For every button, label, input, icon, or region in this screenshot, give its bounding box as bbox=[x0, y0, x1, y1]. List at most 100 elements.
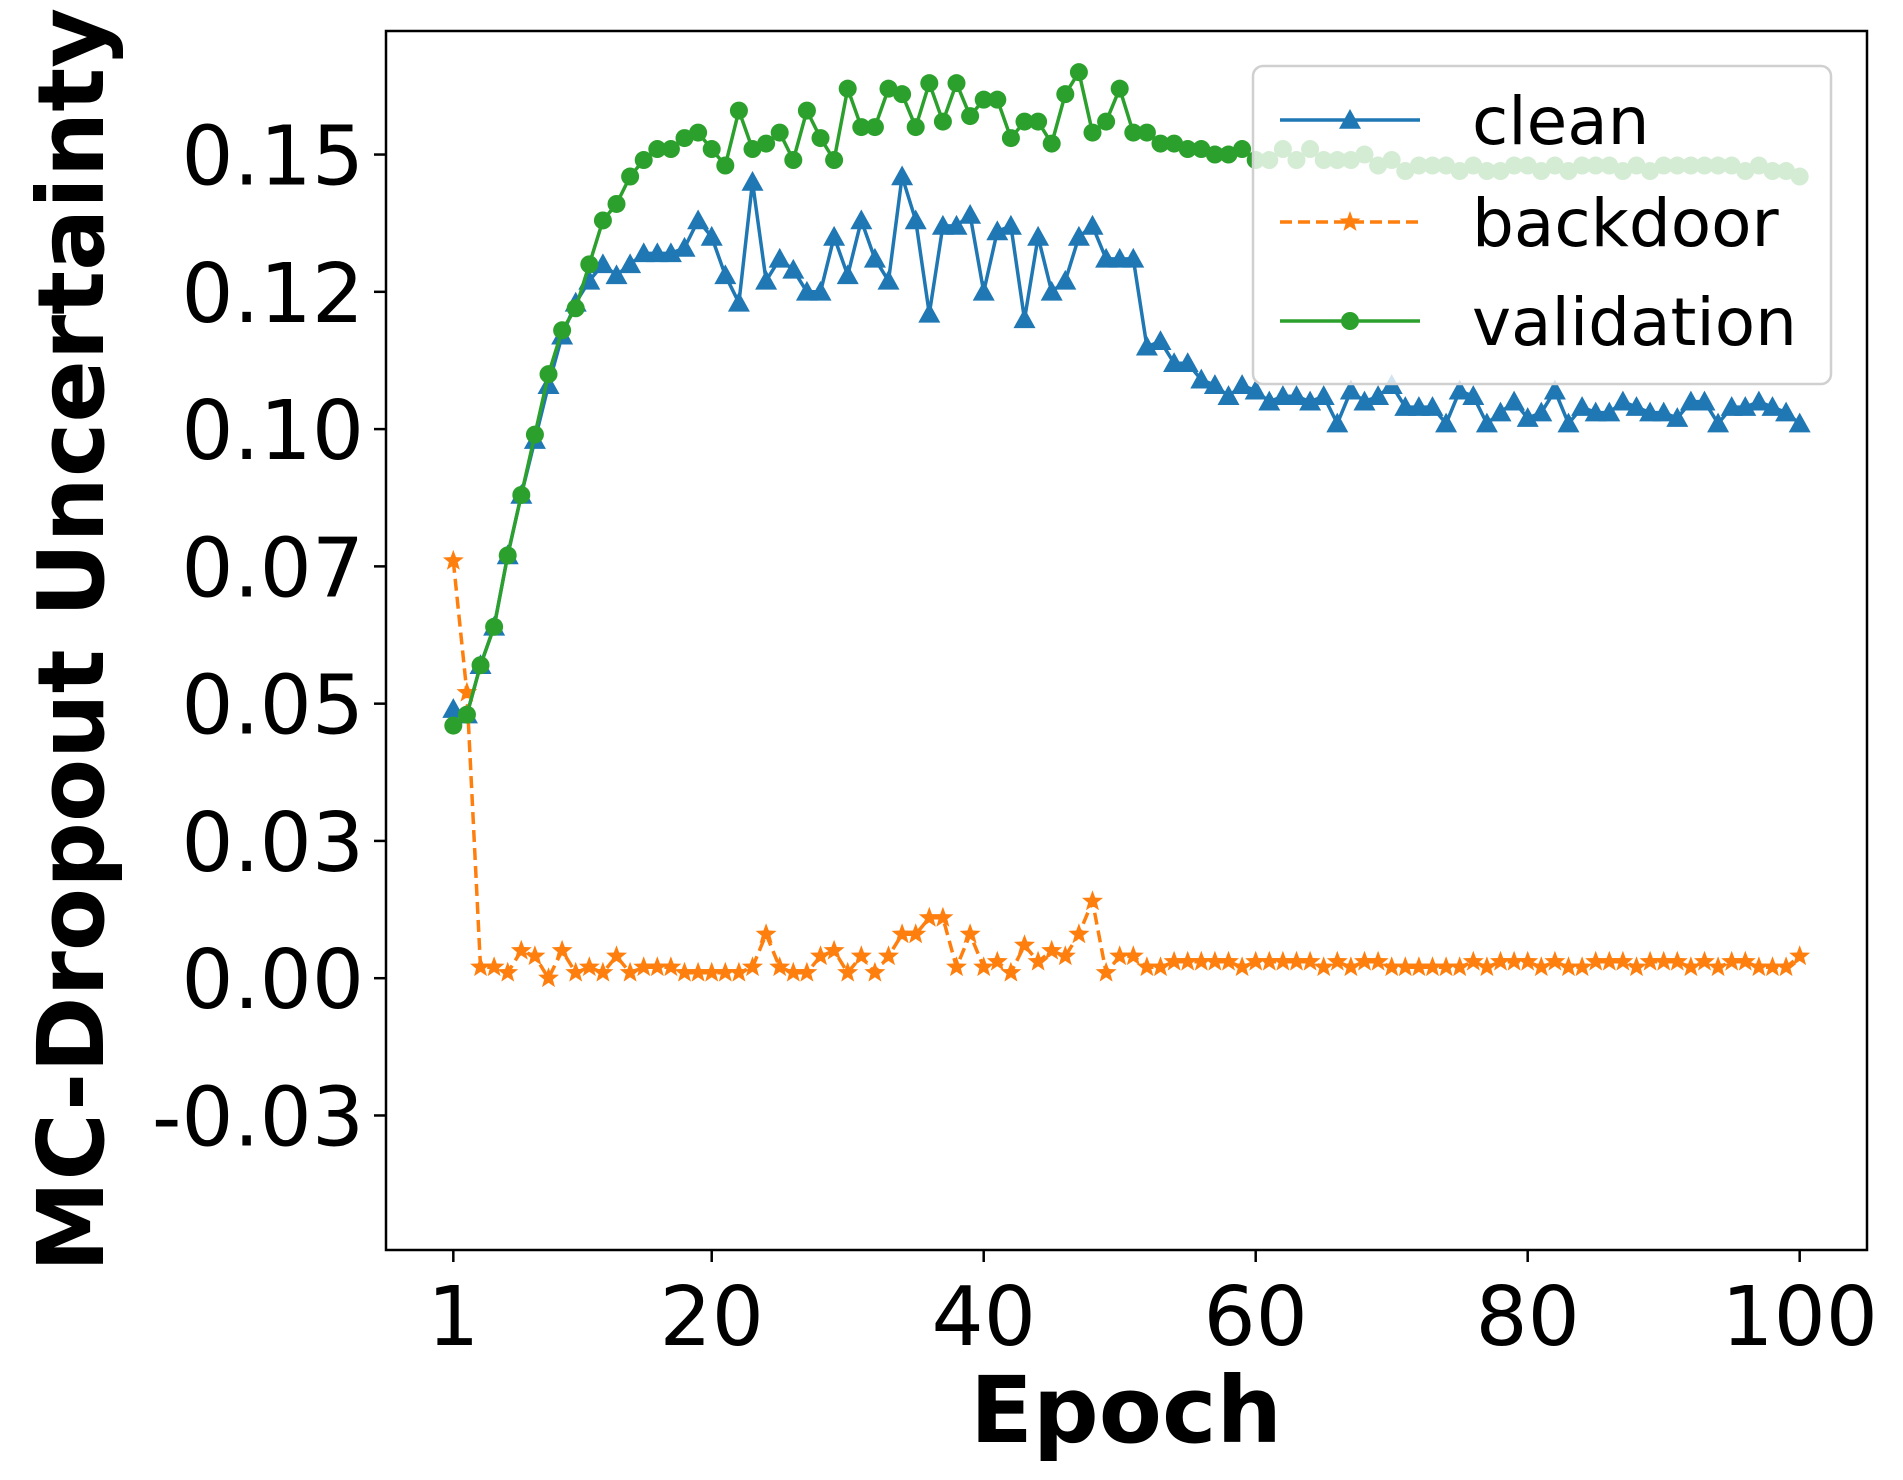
data-point-clean bbox=[1625, 396, 1648, 416]
data-point-clean bbox=[1611, 390, 1634, 411]
data-point-clean bbox=[1448, 379, 1471, 400]
data-point-clean bbox=[714, 264, 737, 285]
data-point-backdoor bbox=[986, 950, 1008, 971]
data-point-backdoor bbox=[1204, 950, 1226, 971]
data-point-backdoor bbox=[850, 945, 872, 966]
data-point-clean bbox=[1421, 396, 1444, 416]
data-point-clean bbox=[972, 280, 995, 301]
data-point-clean bbox=[945, 214, 968, 235]
data-point-clean bbox=[823, 225, 846, 246]
data-point-backdoor bbox=[1245, 950, 1267, 971]
data-point-clean bbox=[1666, 407, 1689, 427]
x-tick-label: 80 bbox=[1476, 1270, 1580, 1365]
data-point-clean bbox=[1462, 385, 1485, 405]
data-point-backdoor bbox=[1218, 950, 1239, 971]
data-point-backdoor bbox=[1286, 950, 1307, 971]
y-tick-label: 0.03 bbox=[181, 796, 364, 891]
data-point-backdoor bbox=[823, 939, 845, 960]
data-point-validation bbox=[865, 118, 884, 137]
y-tick-label: 0.15 bbox=[181, 110, 364, 205]
data-point-clean bbox=[1217, 385, 1240, 405]
data-point-clean bbox=[1530, 401, 1553, 422]
data-point-validation bbox=[1151, 134, 1170, 153]
data-point-validation bbox=[920, 74, 939, 93]
data-point-validation bbox=[1124, 123, 1143, 142]
data-point-validation bbox=[933, 112, 952, 131]
data-point-backdoor bbox=[1585, 950, 1607, 971]
legend-box bbox=[1251, 64, 1833, 386]
data-point-clean bbox=[836, 264, 859, 285]
data-point-validation bbox=[1219, 145, 1238, 164]
data-point-clean bbox=[1652, 401, 1675, 422]
data-point-clean bbox=[1149, 330, 1172, 351]
data-point-backdoor bbox=[796, 961, 818, 982]
data-point-backdoor bbox=[769, 956, 791, 977]
x-tick-label: 40 bbox=[932, 1270, 1036, 1365]
data-point-backdoor bbox=[1503, 950, 1525, 971]
data-point-validation bbox=[893, 85, 912, 104]
data-point-validation bbox=[457, 705, 476, 724]
y-tick-label: 0.07 bbox=[181, 521, 364, 616]
data-point-clean bbox=[1339, 379, 1362, 400]
data-point-clean bbox=[1312, 385, 1335, 405]
series-backdoor bbox=[442, 549, 1811, 988]
data-point-clean bbox=[1543, 379, 1566, 400]
data-point-backdoor bbox=[510, 939, 532, 960]
data-point-backdoor bbox=[810, 945, 831, 966]
data-point-validation bbox=[702, 140, 721, 159]
data-point-backdoor bbox=[1109, 945, 1131, 966]
data-point-validation bbox=[539, 365, 558, 384]
x-tick-label: 60 bbox=[1204, 1270, 1308, 1365]
data-point-backdoor bbox=[1326, 950, 1348, 971]
legend-label-clean: clean bbox=[1472, 83, 1650, 160]
data-point-validation bbox=[1233, 140, 1252, 159]
data-point-backdoor bbox=[1136, 956, 1158, 977]
y-tick-label: 0.10 bbox=[181, 384, 364, 479]
legend-entry-validation: validation bbox=[1280, 284, 1797, 361]
data-point-backdoor bbox=[606, 945, 627, 966]
data-point-clean bbox=[1775, 401, 1798, 422]
data-point-clean bbox=[1040, 280, 1063, 301]
data-point-validation bbox=[1205, 145, 1224, 164]
data-point-backdoor bbox=[1490, 950, 1511, 971]
data-point-validation bbox=[716, 156, 735, 175]
data-point-validation bbox=[471, 656, 490, 675]
data-point-validation bbox=[621, 167, 640, 186]
data-point-backdoor bbox=[1054, 945, 1076, 966]
data-point-validation bbox=[580, 255, 599, 274]
data-point-backdoor bbox=[1354, 950, 1375, 971]
data-point-backdoor bbox=[782, 961, 804, 982]
data-point-validation bbox=[1029, 112, 1048, 131]
data-point-backdoor bbox=[891, 923, 913, 944]
data-point-backdoor bbox=[538, 967, 559, 988]
data-point-clean bbox=[809, 280, 832, 301]
data-point-clean bbox=[999, 214, 1022, 235]
data-point-clean bbox=[768, 247, 791, 268]
data-point-backdoor bbox=[1626, 956, 1647, 977]
data-point-validation bbox=[1069, 63, 1088, 82]
data-point-backdoor bbox=[497, 961, 519, 982]
data-point-backdoor bbox=[918, 906, 940, 927]
data-point-backdoor bbox=[442, 549, 464, 570]
data-point-clean bbox=[1135, 335, 1158, 356]
data-point-validation bbox=[1015, 112, 1034, 131]
data-point-validation bbox=[525, 425, 544, 444]
data-point-backdoor bbox=[1721, 950, 1743, 971]
data-point-backdoor bbox=[524, 945, 546, 966]
data-point-validation bbox=[729, 101, 748, 120]
legend: clean backdoor validation bbox=[1251, 64, 1833, 386]
data-point-backdoor bbox=[1530, 956, 1552, 977]
data-point-backdoor bbox=[456, 681, 478, 702]
data-point-backdoor bbox=[1082, 890, 1103, 911]
data-point-backdoor bbox=[1122, 945, 1144, 966]
x-tick-label: 20 bbox=[660, 1270, 764, 1365]
data-point-backdoor bbox=[1639, 950, 1661, 971]
data-point-clean bbox=[1122, 247, 1145, 268]
data-point-clean bbox=[1190, 368, 1213, 389]
data-point-validation bbox=[607, 194, 626, 213]
data-point-validation bbox=[661, 140, 680, 159]
data-point-clean bbox=[1516, 407, 1539, 427]
data-point-validation bbox=[634, 151, 653, 170]
data-point-validation bbox=[974, 90, 993, 109]
data-point-clean bbox=[619, 253, 642, 274]
